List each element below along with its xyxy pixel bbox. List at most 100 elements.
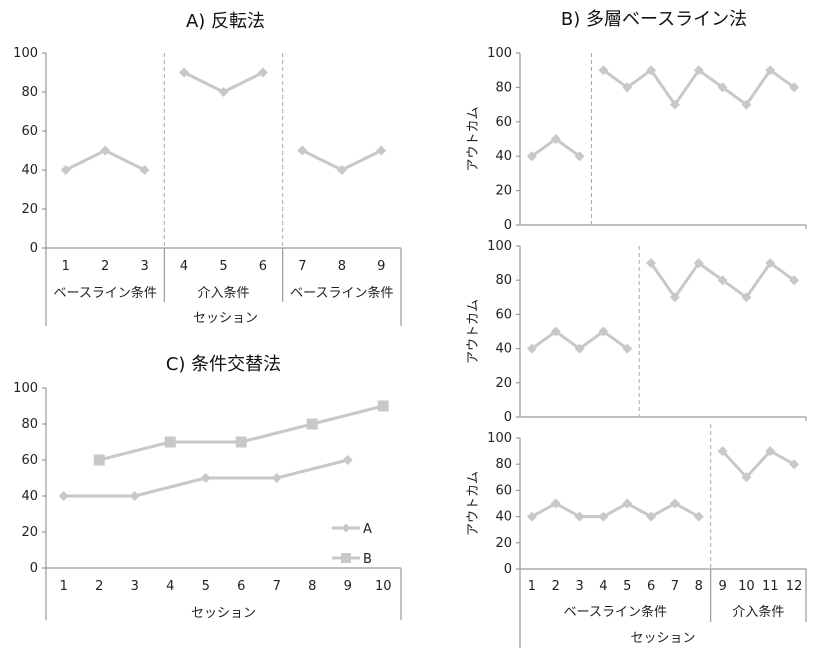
chart-alternating-treatments-x-tick-label: 3 bbox=[131, 579, 139, 594]
chart-alternating-treatments-point bbox=[200, 473, 211, 483]
chart-alternating-treatments-x-tick-label: 2 bbox=[95, 579, 103, 594]
chart-alternating-treatments-x-tick-label: 4 bbox=[166, 579, 174, 594]
chart-multiple-baseline-x-tick-label: 5 bbox=[623, 579, 631, 594]
chart-reversal-y-tick-label: 20 bbox=[21, 202, 38, 217]
legend-label: A bbox=[363, 522, 372, 537]
chart-reversal-point bbox=[139, 165, 150, 175]
chart-multiple-baseline-point bbox=[526, 151, 537, 162]
chart-multiple-baseline-point bbox=[693, 65, 704, 76]
chart-multiple-baseline-point bbox=[789, 275, 800, 286]
chart-multiple-baseline-x-tick-label: 4 bbox=[599, 579, 607, 594]
chart-alternating-treatments-point bbox=[93, 454, 105, 466]
chart-alternating-treatments-y-tick-label: 60 bbox=[21, 453, 38, 468]
chart-alternating-treatments-x-tick-label: 1 bbox=[60, 579, 68, 594]
chart-multiple-baseline-y-tick-label: 60 bbox=[495, 483, 512, 498]
chart-alternating-treatments-x-tick-label: 10 bbox=[375, 579, 392, 594]
chart-multiple-baseline-y-tick-label: 0 bbox=[504, 218, 512, 233]
chart-reversal-y-tick-label: 100 bbox=[13, 46, 38, 61]
chart-reversal-point bbox=[257, 67, 268, 78]
chart-multiple-baseline-point bbox=[598, 65, 609, 76]
chart-reversal: A) 反転法 0 20 40 60 80 100 1 2 3 4 5 6 7 8 9 ベースライン条件 介入条件 ベ… bbox=[13, 11, 402, 326]
chart-multiple-baseline-x-tick-label: 3 bbox=[575, 579, 583, 594]
chart-alternating-treatments-xlabel: セッション bbox=[191, 606, 256, 621]
chart-multiple-baseline-ylabel: アウトカム bbox=[466, 471, 481, 536]
chart-alternating-treatments-y-tick-label: 40 bbox=[21, 489, 38, 504]
chart-multiple-baseline-point bbox=[550, 134, 561, 144]
chart-multiple-baseline-y-tick-label: 40 bbox=[495, 342, 512, 357]
chart-multiple-baseline-point bbox=[622, 343, 633, 354]
chart-multiple-baseline-x-tick-label: 9 bbox=[718, 579, 726, 594]
chart-multiple-baseline-point bbox=[741, 472, 752, 483]
chart-multiple-baseline-point bbox=[765, 446, 776, 457]
chart-multiple-baseline-y-tick-label: 80 bbox=[495, 273, 512, 288]
chart-multiple-baseline-y-tick-label: 60 bbox=[495, 115, 512, 130]
chart-multiple-baseline-point bbox=[622, 82, 633, 93]
chart-multiple-baseline-point bbox=[669, 498, 680, 509]
legend-swatch-marker bbox=[341, 523, 351, 533]
chart-multiple-baseline-x-tick-label: 10 bbox=[738, 579, 755, 594]
chart-reversal-point bbox=[376, 145, 387, 156]
chart-reversal-x-tick-label: 2 bbox=[101, 259, 109, 274]
chart-reversal-y-tick-label: 0 bbox=[30, 241, 38, 256]
chart-multiple-baseline-point bbox=[717, 82, 728, 93]
chart-multiple-baseline-y-tick-label: 0 bbox=[504, 562, 512, 577]
chart-multiple-baseline-point bbox=[526, 343, 537, 354]
chart-reversal-phase-label: ベースライン条件 bbox=[53, 285, 156, 301]
legend-label: B bbox=[363, 552, 372, 567]
chart-alternating-treatments-point bbox=[377, 400, 389, 412]
chart-reversal-x-tick-label: 9 bbox=[377, 259, 385, 274]
chart-reversal-point bbox=[60, 165, 71, 175]
chart-reversal-phase-label: ベースライン条件 bbox=[290, 285, 393, 301]
chart-reversal-point bbox=[100, 145, 111, 156]
chart-alternating-treatments-x-tick-label: 5 bbox=[202, 579, 210, 594]
chart-multiple-baseline-point bbox=[765, 65, 776, 76]
chart-alternating-treatments-point bbox=[164, 436, 176, 448]
chart-multiple-baseline-x-tick-label: 11 bbox=[762, 579, 779, 594]
chart-multiple-baseline-point bbox=[598, 326, 609, 337]
chart-alternating-treatments-title: C) 条件交替法 bbox=[166, 354, 281, 375]
chart-reversal-x-tick-label: 8 bbox=[338, 259, 346, 274]
chart-reversal-x-tick-label: 1 bbox=[62, 259, 70, 274]
chart-multiple-baseline: B) 多層ベースライン法020406080100アウトカム02040608010… bbox=[466, 9, 807, 648]
chart-reversal-x-tick-label: 3 bbox=[140, 259, 148, 274]
chart-reversal-y-tick-label: 40 bbox=[21, 163, 38, 178]
chart-alternating-treatments-y-tick-label: 100 bbox=[13, 381, 38, 396]
chart-multiple-baseline-x-tick-label: 12 bbox=[786, 579, 803, 594]
chart-alternating-treatments-point bbox=[58, 491, 69, 501]
chart-reversal-x-tick-label: 5 bbox=[219, 259, 227, 274]
chart-reversal-x-tick-label: 7 bbox=[298, 259, 306, 274]
chart-multiple-baseline-y-tick-label: 20 bbox=[495, 376, 512, 391]
chart-reversal-point bbox=[336, 165, 347, 175]
chart-multiple-baseline-point bbox=[717, 446, 728, 457]
chart-multiple-baseline-x-tick-label: 6 bbox=[647, 579, 655, 594]
chart-multiple-baseline-point bbox=[622, 498, 633, 509]
chart-multiple-baseline-point bbox=[646, 258, 657, 269]
chart-alternating-treatments-point bbox=[235, 436, 247, 448]
chart-multiple-baseline-xlabel: セッション bbox=[630, 631, 695, 646]
chart-multiple-baseline-panel: 0 20 40 60 80 100 アウトカム bbox=[466, 46, 807, 233]
chart-multiple-baseline-x-tick-label: 7 bbox=[671, 579, 679, 594]
chart-multiple-baseline-point bbox=[526, 511, 537, 522]
chart-alternating-treatments: C) 条件交替法 0 20 40 60 80 100 1 2 3 4 5 6 7 8 9 10 セッション AB bbox=[13, 354, 402, 621]
chart-reversal-point bbox=[179, 67, 190, 78]
chart-multiple-baseline-y-tick-label: 20 bbox=[495, 184, 512, 199]
chart-alternating-treatments-y-tick-label: 80 bbox=[21, 417, 38, 432]
chart-reversal-phase-label: 介入条件 bbox=[197, 285, 249, 301]
chart-reversal-y-tick-label: 80 bbox=[21, 85, 38, 100]
chart-multiple-baseline-point bbox=[669, 99, 680, 110]
chart-alternating-treatments-y-tick-label: 20 bbox=[21, 525, 38, 540]
chart-multiple-baseline-point bbox=[550, 498, 561, 509]
chart-alternating-treatments-point bbox=[271, 473, 282, 483]
chart-reversal-title: A) 反転法 bbox=[186, 11, 265, 32]
chart-multiple-baseline-point bbox=[693, 511, 704, 522]
chart-reversal-x-tick-label: 6 bbox=[259, 259, 267, 274]
chart-multiple-baseline-point bbox=[646, 65, 657, 76]
chart-multiple-baseline-ylabel: アウトカム bbox=[466, 106, 481, 171]
chart-multiple-baseline-point bbox=[789, 459, 800, 470]
chart-alternating-treatments-legend: AB bbox=[332, 522, 372, 567]
chart-reversal-x-tick-label: 4 bbox=[180, 259, 188, 274]
chart-multiple-baseline-point bbox=[574, 343, 585, 354]
chart-reversal-xlabel: セッション bbox=[193, 311, 258, 326]
chart-multiple-baseline-y-tick-label: 40 bbox=[495, 510, 512, 525]
